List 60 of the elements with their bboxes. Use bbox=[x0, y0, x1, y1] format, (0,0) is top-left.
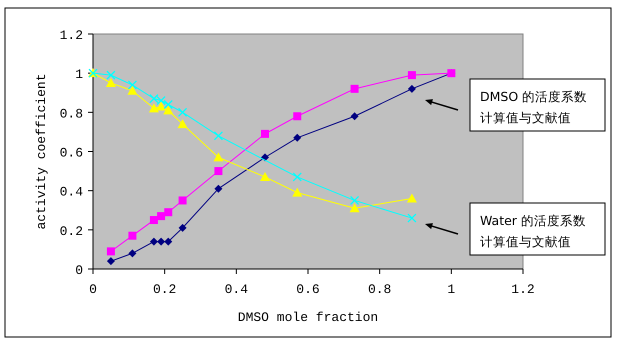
point bbox=[164, 208, 172, 216]
annotation: DMSO 的活度系数计算值与文献值 bbox=[480, 89, 588, 125]
point bbox=[214, 167, 222, 176]
point bbox=[164, 238, 172, 246]
y-tick-label: 1.2 bbox=[60, 28, 83, 43]
x-tick-label: 0.8 bbox=[368, 282, 392, 297]
point bbox=[178, 224, 187, 232]
point bbox=[293, 112, 302, 120]
point bbox=[150, 238, 158, 246]
y-tick-label: 0 bbox=[75, 263, 83, 278]
x-tick-label: 1.2 bbox=[511, 282, 535, 297]
point bbox=[106, 247, 115, 256]
point bbox=[128, 249, 136, 258]
point bbox=[127, 86, 138, 95]
y-tick-label: 0.4 bbox=[60, 184, 84, 200]
point bbox=[350, 196, 360, 206]
point bbox=[106, 257, 115, 266]
point bbox=[350, 84, 359, 93]
y-tick-label: 0.6 bbox=[60, 146, 83, 160]
point bbox=[149, 94, 159, 104]
point bbox=[260, 172, 270, 181]
point bbox=[156, 96, 166, 106]
point bbox=[128, 232, 136, 240]
point bbox=[350, 203, 360, 212]
point bbox=[150, 216, 158, 224]
point bbox=[156, 101, 166, 110]
point bbox=[213, 152, 224, 162]
point bbox=[407, 213, 417, 223]
point bbox=[106, 78, 116, 87]
point bbox=[406, 194, 417, 202]
point bbox=[292, 188, 302, 197]
point bbox=[292, 172, 302, 182]
point bbox=[157, 238, 166, 246]
x-tick-label: 0.4 bbox=[224, 282, 248, 297]
point bbox=[178, 108, 188, 117]
point bbox=[214, 131, 224, 140]
point bbox=[293, 134, 302, 142]
point bbox=[178, 119, 188, 128]
point bbox=[214, 184, 222, 193]
point bbox=[163, 105, 174, 114]
annotation: Water 的活度系数计算值与文献值 bbox=[480, 213, 586, 249]
x-tick-label: 1 bbox=[447, 282, 456, 297]
y-tick-label: 1 bbox=[75, 67, 84, 82]
point bbox=[350, 112, 359, 120]
point bbox=[408, 71, 416, 80]
x-tick-label: 0.6 bbox=[296, 282, 320, 297]
x-axis-title: DMSO mole fraction bbox=[238, 310, 378, 325]
y-tick-label: 0.2 bbox=[60, 224, 83, 239]
point bbox=[157, 212, 166, 220]
point bbox=[408, 84, 416, 93]
point bbox=[261, 130, 269, 138]
point bbox=[178, 196, 187, 204]
y-tick-label: 0.8 bbox=[60, 106, 83, 122]
y-axis-title: activity coefficient bbox=[34, 73, 49, 230]
point bbox=[164, 100, 173, 110]
point bbox=[148, 103, 159, 112]
point bbox=[128, 80, 138, 90]
x-tick-label: 0 bbox=[89, 282, 97, 297]
x-tick-label: 0.2 bbox=[152, 282, 176, 297]
point bbox=[106, 70, 116, 80]
